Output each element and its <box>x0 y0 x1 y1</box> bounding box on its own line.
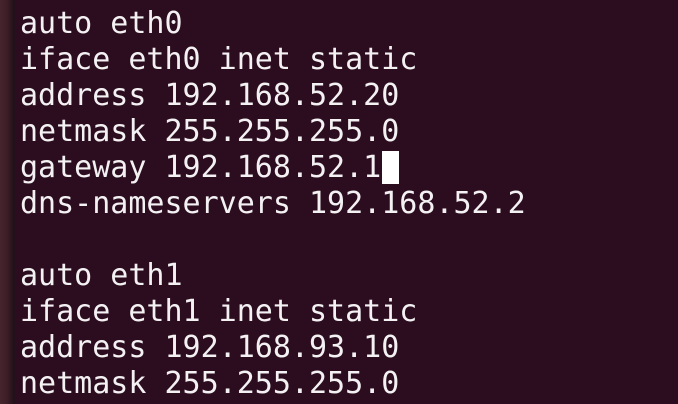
terminal-line: dns-nameservers 192.168.52.2 <box>20 186 678 222</box>
terminal-line: iface eth0 inet static <box>20 42 678 78</box>
terminal-line-text: iface eth1 inet static <box>20 294 418 329</box>
terminal-line-text: address 192.168.93.10 <box>20 330 400 365</box>
terminal-line: netmask 255.255.255.0 <box>20 366 678 402</box>
terminal-line-text: address 192.168.52.20 <box>20 78 400 113</box>
terminal-line: auto eth0 <box>20 6 678 42</box>
text-cursor <box>382 151 400 184</box>
terminal-line-text: netmask 255.255.255.0 <box>20 114 400 149</box>
terminal-line-text: netmask 255.255.255.0 <box>20 366 400 401</box>
desktop-wallpaper-edge <box>0 0 16 404</box>
terminal-line-text: auto eth1 <box>20 258 183 293</box>
terminal-line: address 192.168.52.20 <box>20 78 678 114</box>
terminal-line-text: iface eth0 inet static <box>20 42 418 77</box>
terminal-line-blank <box>20 222 678 258</box>
terminal-line-text: auto eth0 <box>20 6 183 41</box>
terminal-line: auto eth1 <box>20 258 678 294</box>
terminal-line-text: dns-nameservers 192.168.52.2 <box>20 186 526 221</box>
terminal-line-text: gateway 192.168.52.1 <box>20 150 382 185</box>
terminal-line: netmask 255.255.255.0 <box>20 114 678 150</box>
terminal-line: address 192.168.93.10 <box>20 330 678 366</box>
terminal-text-area[interactable]: auto eth0 iface eth0 inet static address… <box>0 6 678 404</box>
terminal-line: gateway 192.168.52.1 <box>20 150 678 186</box>
terminal-line: iface eth1 inet static <box>20 294 678 330</box>
